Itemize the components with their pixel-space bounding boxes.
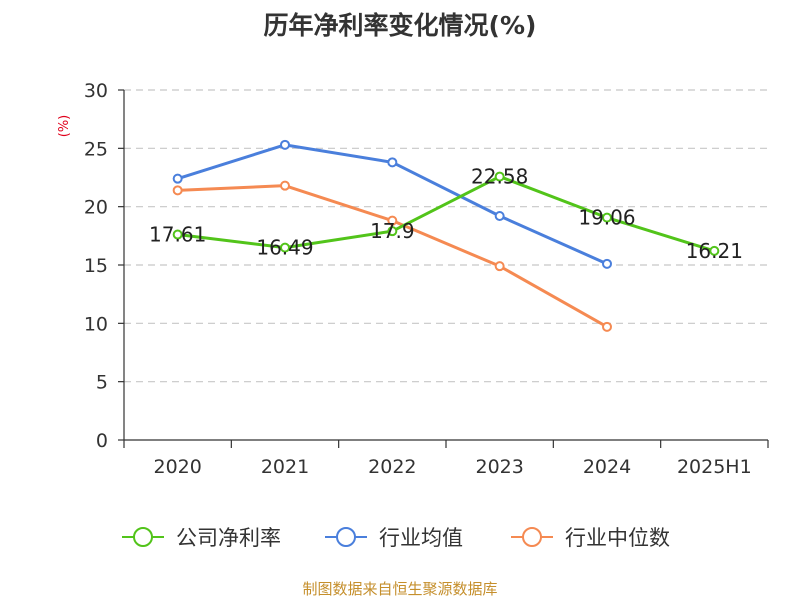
x-axis-ticks: 2020 2021 2022 2023 2024 2025H1 bbox=[123, 440, 769, 478]
legend-label: 行业中位数 bbox=[565, 526, 670, 550]
grid-lines bbox=[124, 89, 768, 383]
data-point bbox=[387, 226, 398, 237]
data-point bbox=[172, 229, 183, 240]
data-label: 17.9 bbox=[370, 219, 415, 243]
legend: 公司净利率 行业均值 行业中位数 bbox=[122, 526, 670, 550]
data-point bbox=[494, 211, 505, 221]
x-tick-label: 2024 bbox=[583, 456, 631, 478]
data-point bbox=[602, 212, 612, 223]
x-tick-label: 2025H1 bbox=[677, 456, 752, 478]
data-point bbox=[280, 242, 290, 253]
legend-label: 公司净利率 bbox=[176, 526, 281, 550]
data-point bbox=[280, 180, 290, 191]
data-point bbox=[494, 171, 505, 182]
y-tick-label: 10 bbox=[84, 313, 108, 335]
legend-swatch-marker bbox=[336, 527, 356, 547]
y-tick-label: 5 bbox=[96, 372, 108, 394]
data-point bbox=[494, 261, 505, 272]
legend-swatch-marker bbox=[133, 527, 153, 547]
data-labels: 17.61 16.49 17.9 22.58 19.06 16.21 bbox=[149, 165, 743, 263]
data-point bbox=[602, 321, 612, 332]
data-label: 22.58 bbox=[471, 165, 528, 189]
y-axis-unit-label: (%) bbox=[57, 115, 72, 138]
data-label: 19.06 bbox=[578, 206, 635, 230]
data-point bbox=[709, 245, 720, 256]
legend-swatch-marker bbox=[522, 527, 542, 547]
data-point bbox=[602, 258, 612, 269]
data-point bbox=[172, 173, 183, 184]
y-tick-label: 15 bbox=[84, 255, 108, 277]
y-tick-label: 0 bbox=[96, 430, 108, 452]
series-group bbox=[172, 139, 720, 332]
data-point bbox=[387, 215, 398, 226]
data-label: 16.21 bbox=[686, 239, 743, 263]
chart-title: 历年净利率变化情况(%) bbox=[264, 11, 537, 40]
y-tick-label: 25 bbox=[84, 138, 108, 160]
data-point bbox=[172, 185, 183, 196]
data-label: 16.49 bbox=[256, 236, 313, 260]
y-tick-label: 20 bbox=[84, 197, 108, 219]
data-point bbox=[387, 157, 398, 168]
x-tick-label: 2021 bbox=[261, 456, 309, 478]
data-point bbox=[280, 139, 290, 150]
x-tick-label: 2020 bbox=[153, 456, 201, 478]
y-axis-ticks: 0 5 10 15 20 25 30 bbox=[84, 80, 124, 452]
x-tick-label: 2023 bbox=[475, 456, 523, 478]
x-tick-label: 2022 bbox=[368, 456, 416, 478]
legend-label: 行业均值 bbox=[379, 526, 463, 550]
series-line bbox=[177, 175, 715, 253]
data-label: 17.61 bbox=[149, 223, 206, 247]
y-tick-label: 30 bbox=[84, 80, 108, 102]
source-note: 制图数据来自恒生聚源数据库 bbox=[302, 580, 497, 598]
